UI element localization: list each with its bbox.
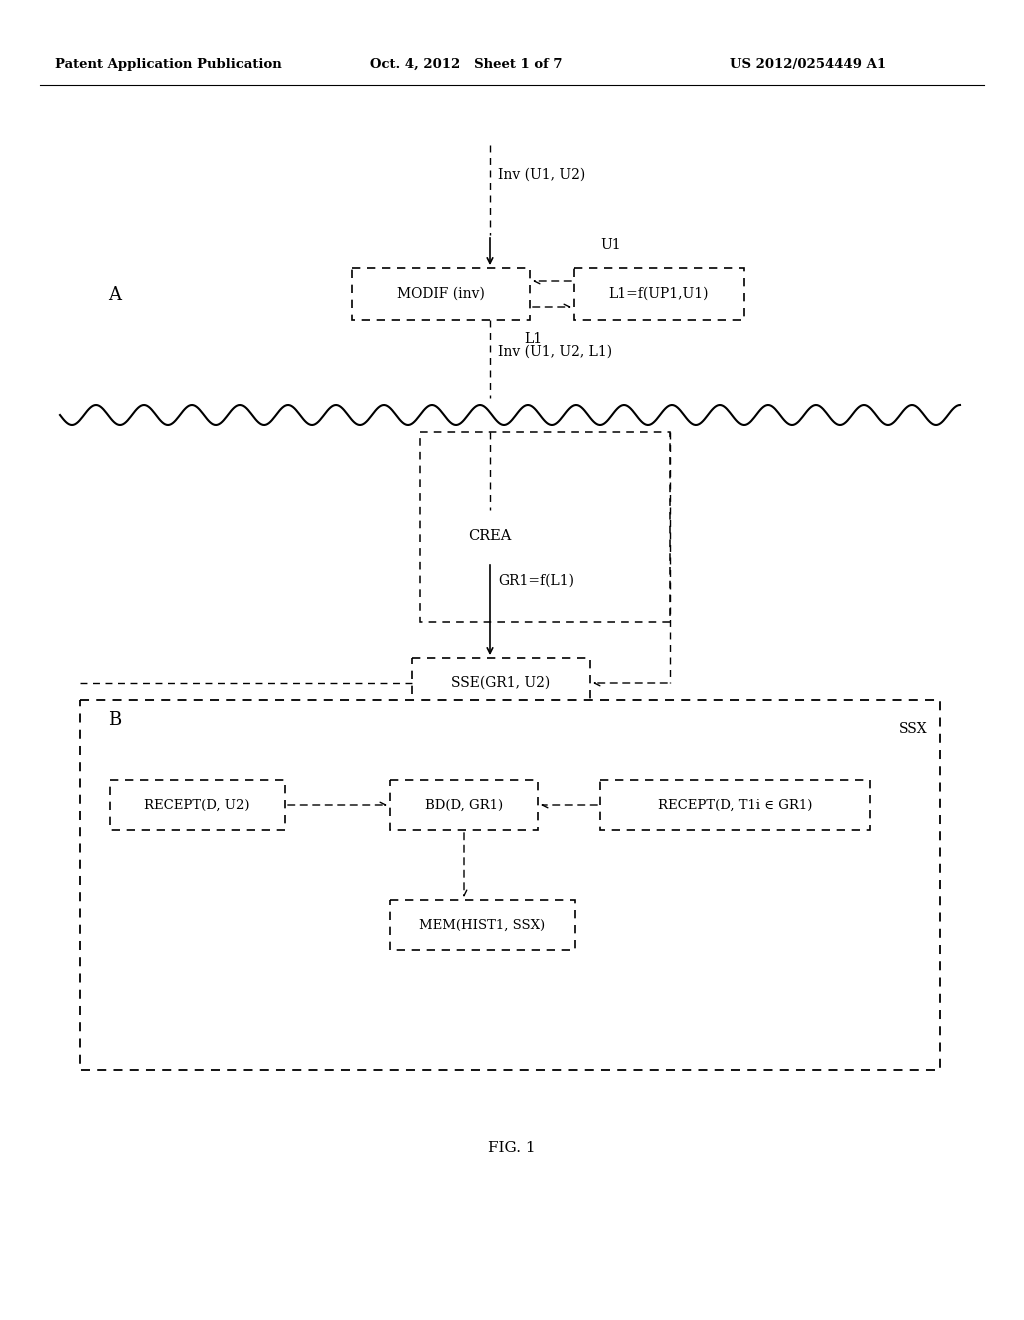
Bar — [574, 268, 744, 319]
Bar — [352, 268, 530, 319]
Text: CREA: CREA — [468, 529, 512, 543]
Text: SSE(GR1, U2): SSE(GR1, U2) — [452, 676, 551, 690]
Text: SSX: SSX — [899, 722, 928, 737]
Bar — [434, 510, 546, 562]
Text: MODIF (inv): MODIF (inv) — [397, 286, 485, 301]
Text: BD(D, GR1): BD(D, GR1) — [425, 799, 503, 812]
Text: Patent Application Publication: Patent Application Publication — [55, 58, 282, 71]
Text: A: A — [108, 286, 121, 304]
Text: Oct. 4, 2012   Sheet 1 of 7: Oct. 4, 2012 Sheet 1 of 7 — [370, 58, 562, 71]
Text: Inv (U1, U2): Inv (U1, U2) — [498, 168, 586, 182]
Text: U1: U1 — [600, 238, 621, 252]
Text: MEM(HIST1, SSX): MEM(HIST1, SSX) — [419, 919, 545, 932]
Text: Inv (U1, U2, L1): Inv (U1, U2, L1) — [498, 345, 612, 359]
Bar — [600, 780, 870, 830]
Bar — [390, 900, 575, 950]
Text: L1: L1 — [524, 333, 542, 346]
Text: B: B — [108, 711, 121, 729]
Text: L1=f(UP1,U1): L1=f(UP1,U1) — [608, 286, 710, 301]
Text: RECEPT(D, T1i ∈ GR1): RECEPT(D, T1i ∈ GR1) — [657, 799, 812, 812]
Text: FIG. 1: FIG. 1 — [488, 1140, 536, 1155]
Bar — [390, 780, 538, 830]
Bar — [110, 780, 285, 830]
Bar — [420, 432, 670, 622]
Bar — [80, 700, 940, 1071]
Text: GR1=f(L1): GR1=f(L1) — [498, 574, 574, 587]
Bar — [412, 657, 590, 708]
Text: RECEPT(D, U2): RECEPT(D, U2) — [144, 799, 250, 812]
Text: US 2012/0254449 A1: US 2012/0254449 A1 — [730, 58, 886, 71]
